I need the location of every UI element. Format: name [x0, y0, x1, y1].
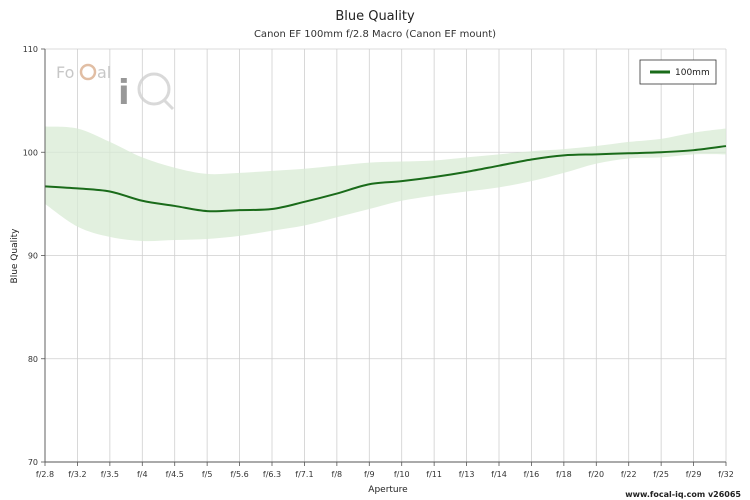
- focal-iq-logo: Fo al i: [56, 63, 175, 113]
- x-tick-label: f/4.5: [166, 470, 184, 479]
- chart-subtitle: Canon EF 100mm f/2.8 Macro (Canon EF mou…: [254, 29, 496, 40]
- y-axis-label: Blue Quality: [10, 228, 20, 284]
- series-range-band: [45, 126, 726, 242]
- x-tick-label: f/18: [556, 470, 572, 479]
- x-tick-label: f/32: [718, 470, 734, 479]
- svg-text:i: i: [118, 73, 130, 113]
- x-tick-label: f/5.6: [230, 470, 248, 479]
- chart-title: Blue Quality: [335, 9, 415, 24]
- axes: [41, 48, 727, 466]
- x-tick-label: f/29: [686, 470, 702, 479]
- x-tick-label: f/2.8: [36, 470, 54, 479]
- x-tick-label: f/14: [491, 470, 507, 479]
- tick-labels: f/2.8 f/3.2 f/3.5 f/4 f/4.5 f/5 f/5.6 f/6.3 f/7.…: [23, 45, 734, 479]
- grid: [44, 48, 727, 463]
- x-tick-label: f/9: [364, 470, 375, 479]
- x-tick-label: f/3.5: [101, 470, 119, 479]
- x-tick-label: f/16: [524, 470, 540, 479]
- y-tick-label: 70: [28, 458, 38, 467]
- legend-label: 100mm: [675, 68, 710, 78]
- legend: 100mm: [639, 59, 717, 85]
- x-tick-label: f/5: [202, 470, 213, 479]
- x-tick-label: f/6.3: [263, 470, 281, 479]
- svg-text:Fo: Fo: [56, 63, 74, 82]
- x-tick-label: f/10: [394, 470, 410, 479]
- x-tick-label: f/25: [653, 470, 669, 479]
- svg-text:al: al: [97, 63, 111, 82]
- x-tick-label: f/20: [588, 470, 604, 479]
- x-tick-label: f/7.1: [295, 470, 313, 479]
- x-axis-label: Aperture: [368, 485, 408, 495]
- x-tick-label: f/3.2: [68, 470, 86, 479]
- x-tick-label: f/11: [426, 470, 442, 479]
- x-tick-label: f/13: [459, 470, 475, 479]
- footer-credit: www.focal-iq.com v26065: [625, 490, 741, 499]
- y-tick-label: 80: [28, 355, 38, 364]
- series-lines: [44, 145, 727, 213]
- x-tick-label: f/8: [332, 470, 343, 479]
- y-tick-label: 110: [23, 45, 38, 54]
- range-band: [45, 126, 726, 242]
- series-line-100mm: [44, 145, 727, 213]
- x-tick-label: f/4: [137, 470, 148, 479]
- x-tick-label: f/22: [621, 470, 637, 479]
- y-tick-label: 90: [28, 252, 38, 261]
- y-tick-label: 100: [23, 148, 38, 157]
